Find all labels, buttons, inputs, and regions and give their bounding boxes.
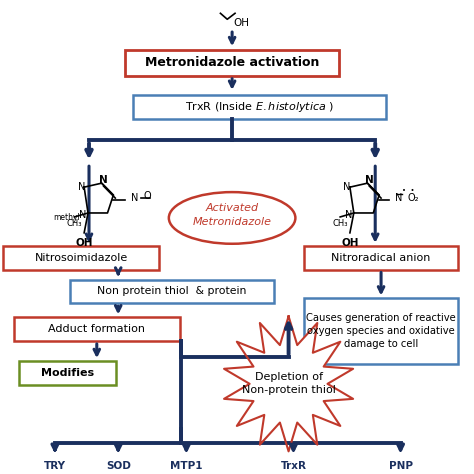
Text: OH: OH (75, 238, 93, 248)
FancyBboxPatch shape (3, 246, 159, 270)
Text: MTP1: MTP1 (170, 461, 202, 471)
Text: N: N (395, 193, 402, 203)
Text: CH₃: CH₃ (332, 219, 348, 228)
Text: TrxR (Inside $\it{E. histolytica}$ ): TrxR (Inside $\it{E. histolytica}$ ) (185, 100, 334, 114)
Text: •  •: • • (402, 188, 415, 194)
FancyBboxPatch shape (125, 50, 339, 76)
Text: N: N (131, 193, 138, 203)
Ellipse shape (169, 192, 295, 244)
Polygon shape (224, 316, 353, 451)
Text: Nitroradical anion: Nitroradical anion (331, 253, 431, 263)
Text: Adduct formation: Adduct formation (48, 324, 146, 334)
Text: N: N (78, 182, 85, 192)
Text: O: O (144, 191, 151, 201)
Text: Nitrosoimidazole: Nitrosoimidazole (35, 253, 128, 263)
Text: Metronidazole activation: Metronidazole activation (145, 56, 319, 70)
FancyBboxPatch shape (304, 299, 458, 364)
Text: N: N (99, 175, 108, 185)
Text: Activated
Metronidazole: Activated Metronidazole (192, 203, 272, 227)
Text: N: N (365, 175, 374, 185)
FancyBboxPatch shape (133, 95, 386, 118)
Text: N: N (345, 210, 353, 220)
Text: SOD: SOD (106, 461, 131, 471)
FancyBboxPatch shape (70, 280, 274, 303)
Text: TrxR: TrxR (281, 461, 307, 471)
FancyBboxPatch shape (304, 246, 458, 270)
Text: N: N (80, 210, 87, 220)
Text: Causes generation of reactive
oxygen species and oxidative
damage to cell: Causes generation of reactive oxygen spe… (306, 313, 456, 349)
Text: O₂: O₂ (408, 193, 419, 203)
Text: N: N (343, 182, 351, 192)
Text: OH: OH (341, 238, 359, 248)
Text: Depletion of
Non-protein thiol: Depletion of Non-protein thiol (242, 372, 336, 395)
Text: CH₃: CH₃ (67, 219, 82, 228)
Text: methyl: methyl (53, 213, 80, 222)
Text: OH: OH (234, 18, 250, 28)
Text: Non protein thiol  & protein: Non protein thiol & protein (97, 286, 246, 296)
FancyBboxPatch shape (19, 361, 116, 385)
FancyBboxPatch shape (14, 317, 180, 341)
Text: TRY: TRY (44, 461, 66, 471)
Text: PNP: PNP (389, 461, 412, 471)
Text: Modifies: Modifies (41, 368, 94, 378)
